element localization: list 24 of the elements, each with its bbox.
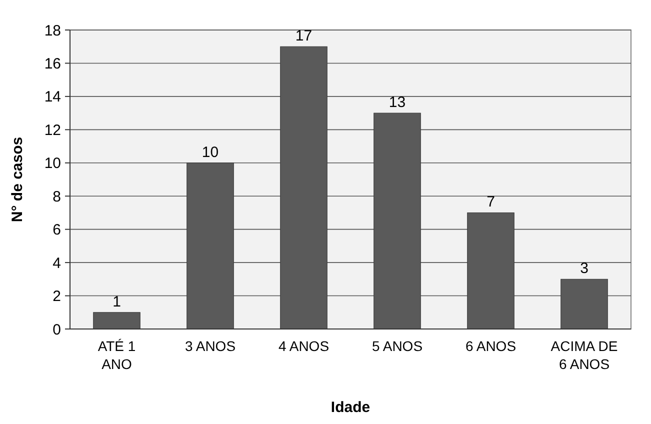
y-tick-label: 14 bbox=[44, 88, 61, 106]
y-axis-title: N° de casos bbox=[9, 136, 26, 222]
data-label: 1 bbox=[112, 293, 121, 310]
y-tick-label: 18 bbox=[44, 22, 61, 40]
data-label: 17 bbox=[295, 28, 312, 45]
x-tick-label: ATÉ 1 ANO bbox=[98, 338, 136, 372]
y-tick-label: 4 bbox=[52, 254, 61, 272]
data-label: 7 bbox=[486, 194, 495, 211]
data-label: 13 bbox=[388, 94, 406, 112]
data-label: 3 bbox=[580, 260, 588, 278]
y-tick-label: 12 bbox=[44, 122, 61, 139]
y-tick-label: 16 bbox=[44, 55, 61, 72]
y-tick-label: 2 bbox=[52, 288, 61, 306]
y-tick-label: 0 bbox=[52, 321, 61, 338]
x-axis-title: Idade bbox=[330, 399, 370, 416]
x-tick-label: 3 ANOS bbox=[184, 338, 236, 354]
y-tick-label: 6 bbox=[52, 222, 61, 239]
y-tick-label: 10 bbox=[44, 155, 61, 172]
data-label: 10 bbox=[202, 144, 219, 161]
x-tick-label: 6 ANOS bbox=[465, 338, 516, 354]
x-tick-label: ACIMA DE 6 ANOS bbox=[550, 338, 618, 372]
x-tick-label: 4 ANOS bbox=[278, 338, 330, 354]
y-tick-label: 8 bbox=[52, 188, 61, 206]
x-tick-label: 5 ANOS bbox=[372, 338, 423, 354]
